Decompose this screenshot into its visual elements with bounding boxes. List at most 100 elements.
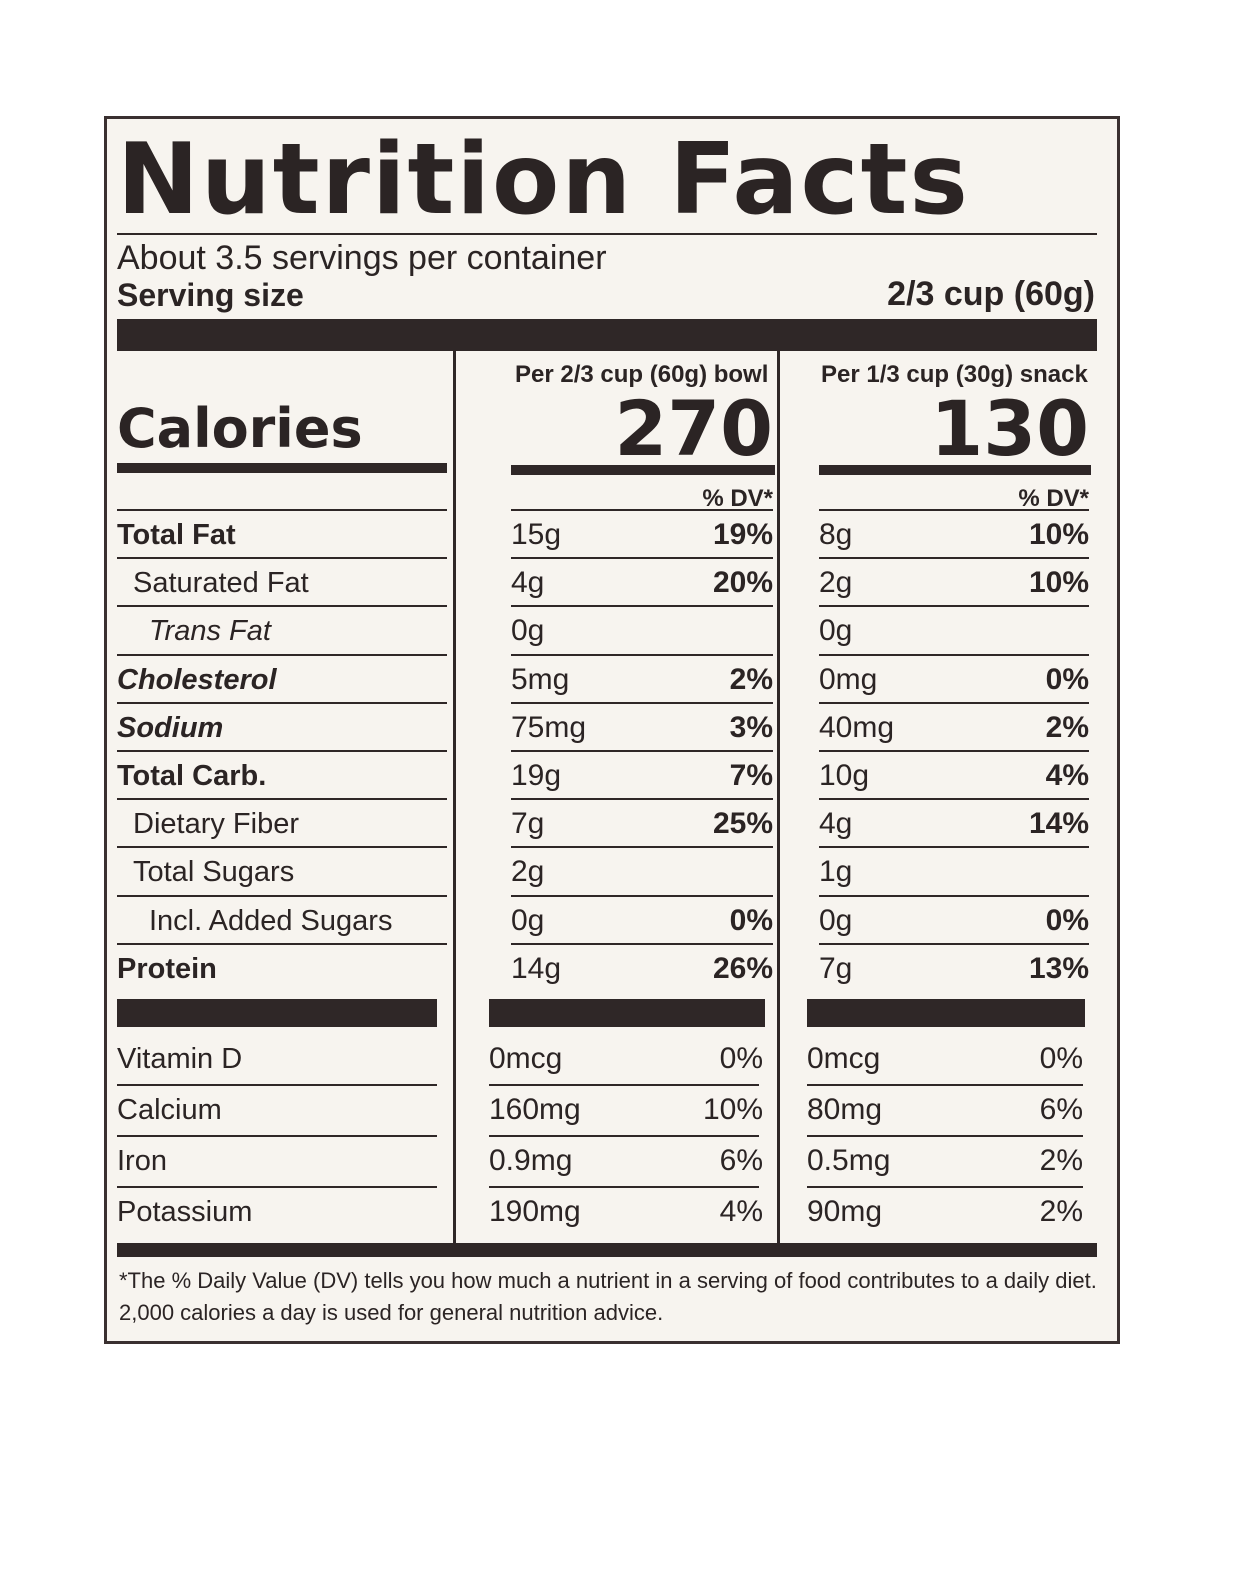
vitamin-name: Iron: [117, 1145, 167, 1177]
nutrient-name: Protein: [117, 952, 217, 985]
snack-dv: 2%: [1039, 1195, 1083, 1228]
bowl-calories: 270: [614, 384, 773, 473]
snack-dv: 13%: [1028, 951, 1089, 985]
row-divider: [819, 846, 1089, 849]
calories-label: Calories: [117, 397, 363, 460]
snack-amount: 0.5mg: [807, 1144, 891, 1177]
nutrient-name: Total Carb.: [117, 760, 267, 792]
nutrient-name: Saturated Fat: [133, 567, 309, 600]
bowl-dv-heading: % DV*: [702, 485, 773, 512]
row-divider: [511, 509, 773, 511]
vitamin-name: Vitamin D: [117, 1043, 243, 1075]
row-divider: [819, 894, 1089, 897]
bowl-amount: 15g: [511, 518, 562, 551]
nutrient-name: Total Fat: [117, 519, 236, 551]
snack-amount: 40mg: [819, 710, 895, 744]
row-divider: [511, 894, 773, 897]
snack-dv: 0%: [1045, 662, 1089, 696]
row-divider: [117, 750, 447, 752]
row-divider: [511, 557, 773, 560]
bowl-dv: 4%: [719, 1195, 763, 1228]
row-divider: [807, 1135, 1083, 1137]
row-divider: [117, 509, 447, 511]
vitamin-separator: [807, 999, 1085, 1027]
bowl-amount: 19g: [511, 759, 562, 792]
row-divider: [117, 557, 447, 560]
row-divider: [117, 942, 447, 945]
nutrient-name: Incl. Added Sugars: [149, 904, 393, 937]
row-divider: [117, 1186, 437, 1188]
vitamin-separator: [489, 999, 765, 1027]
bowl-amount: 14g: [511, 951, 562, 985]
divider: [117, 233, 1097, 235]
bowl-amount: 2g: [511, 855, 545, 889]
bowl-dv: 2%: [729, 662, 773, 696]
column-divider: [453, 351, 456, 1243]
row-divider: [807, 1186, 1083, 1188]
nutrient-name: Cholesterol: [117, 663, 277, 696]
row-divider: [489, 1135, 759, 1137]
row-divider: [117, 894, 447, 897]
label-title: Nutrition Facts: [117, 123, 970, 237]
serving-size-value: 2/3 cup (60g): [887, 275, 1095, 313]
snack-dv-heading: % DV*: [1018, 485, 1089, 512]
bowl-amount: 0mcg: [489, 1042, 563, 1075]
snack-amount: 0mg: [819, 662, 878, 696]
row-divider: [511, 653, 773, 656]
bowl-dv: 10%: [702, 1093, 763, 1126]
snack-column-heading: Per 1/3 cup (30g) snack: [821, 361, 1088, 388]
calories-bar: [511, 465, 775, 475]
calories-bar: [117, 463, 447, 473]
serving-size-label: Serving size: [117, 277, 304, 313]
row-divider: [511, 798, 773, 801]
bowl-amount: 0g: [511, 614, 545, 648]
nutrition-facts-label: Nutrition Facts About 3.5 servings per c…: [104, 116, 1120, 1344]
bowl-amount: 4g: [511, 566, 545, 600]
thick-divider: [117, 319, 1097, 351]
vitamin-separator: [117, 999, 437, 1027]
row-divider: [489, 1186, 759, 1188]
bowl-dv: 6%: [719, 1144, 763, 1177]
snack-amount: 0g: [819, 614, 853, 648]
nutrient-name: Sodium: [117, 711, 224, 744]
bowl-dv: 7%: [729, 759, 773, 792]
bowl-amount: 0.9mg: [489, 1144, 573, 1177]
row-divider: [117, 846, 447, 849]
snack-amount: 2g: [819, 566, 853, 600]
calories-bar: [819, 465, 1091, 475]
row-divider: [489, 1084, 759, 1086]
snack-calories: 130: [930, 384, 1089, 473]
row-divider: [117, 1135, 437, 1137]
snack-amount: 4g: [819, 807, 853, 841]
servings-per-container: About 3.5 servings per container: [117, 239, 607, 277]
bowl-dv: 0%: [729, 903, 773, 937]
row-divider: [819, 701, 1089, 704]
row-divider: [819, 653, 1089, 656]
column-divider: [777, 351, 780, 1243]
bowl-amount: 190mg: [489, 1195, 581, 1228]
row-divider: [117, 1084, 437, 1086]
row-divider: [511, 846, 773, 849]
row-divider: [511, 942, 773, 945]
row-divider: [819, 750, 1089, 752]
snack-amount: 8g: [819, 518, 853, 551]
row-divider: [819, 798, 1089, 801]
row-divider: [807, 1084, 1083, 1086]
snack-amount: 10g: [819, 759, 870, 792]
nutrient-name: Dietary Fiber: [133, 808, 299, 841]
snack-dv: 2%: [1039, 1144, 1083, 1177]
snack-amount: 80mg: [807, 1093, 883, 1126]
bowl-amount: 160mg: [489, 1093, 581, 1126]
thick-divider: [117, 1243, 1097, 1257]
bowl-amount: 7g: [511, 807, 545, 841]
nutrient-name: Trans Fat: [149, 615, 271, 648]
bowl-dv: 26%: [712, 951, 773, 985]
snack-dv: 6%: [1039, 1093, 1083, 1126]
snack-amount: 0mcg: [807, 1042, 881, 1075]
bowl-dv: 3%: [729, 710, 773, 744]
footnote: *The % Daily Value (DV) tells you how mu…: [119, 1268, 1097, 1325]
row-divider: [511, 605, 773, 608]
snack-dv: 14%: [1028, 807, 1089, 841]
snack-dv: 2%: [1045, 710, 1089, 744]
snack-dv: 10%: [1028, 518, 1089, 551]
